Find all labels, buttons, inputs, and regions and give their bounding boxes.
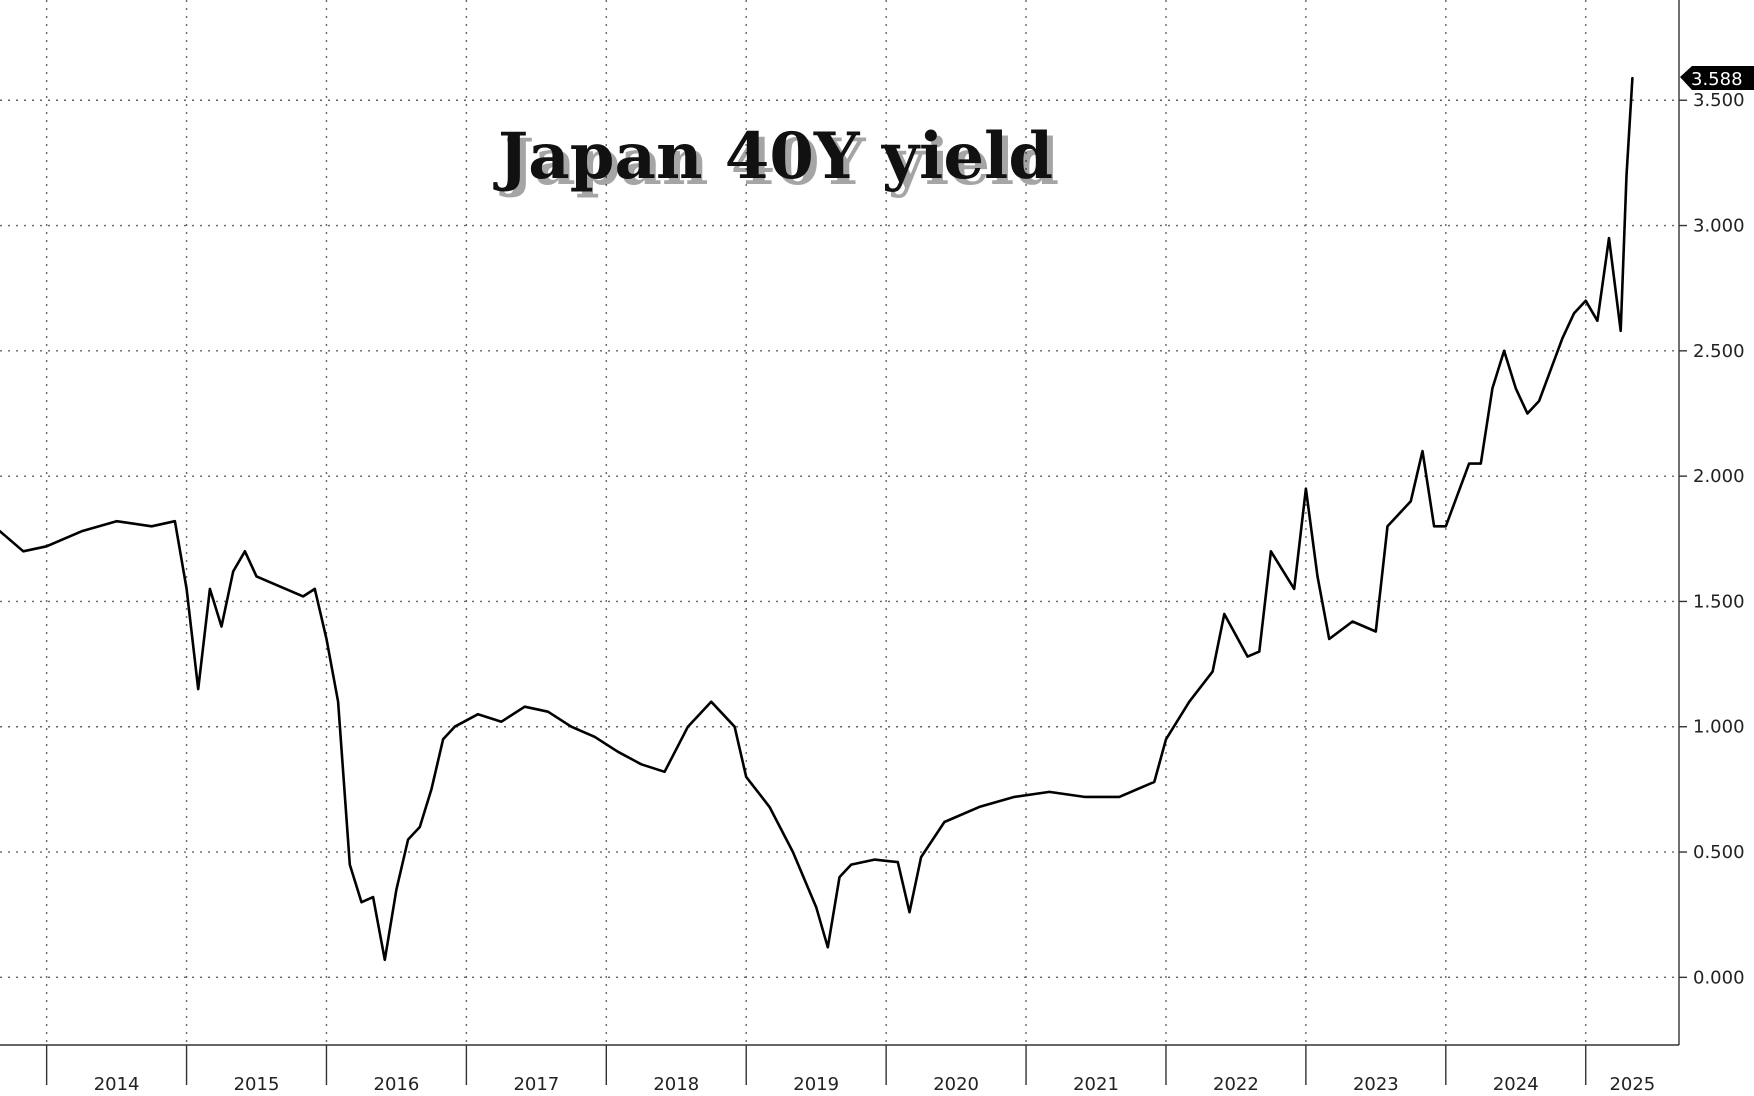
- x-tick-label: 2018: [653, 1074, 699, 1095]
- chart-title-group: Japan 40Y yield Japan 40Y yield: [493, 119, 1059, 200]
- y-tick-label: 2.000: [1693, 466, 1745, 487]
- series-line-0: [0, 76, 1634, 962]
- x-tick-label: 2014: [94, 1074, 140, 1095]
- last-value-badge: [1680, 66, 1754, 90]
- x-tick-label: 2017: [513, 1074, 559, 1095]
- x-tick-label: 2016: [374, 1074, 420, 1095]
- x-tick-label: 2024: [1493, 1074, 1539, 1095]
- x-tick-label: 2020: [933, 1074, 979, 1095]
- chart-title-shadow: Japan 40Y yield: [499, 125, 1059, 200]
- x-axis: 2014 2015 2016 2017 2018 2019 2020 2021 2022 2023…: [45, 1045, 1655, 1095]
- last-value-marker: 3.588: [1680, 66, 1754, 90]
- x-tick-label: 2015: [234, 1074, 280, 1095]
- x-tick-label: 2021: [1073, 1074, 1119, 1095]
- y-axis: 0.000 0.500 1.000 1.500 2.000 2.500 3.000 3.500: [1679, 90, 1745, 988]
- x-tick-label: 2023: [1353, 1074, 1399, 1095]
- x-tick-label: 2022: [1213, 1074, 1259, 1095]
- y-tick-label: 0.500: [1693, 842, 1745, 863]
- x-tick-label: 2019: [793, 1074, 839, 1095]
- y-tick-label: 1.500: [1693, 591, 1745, 612]
- last-value-label: 3.588: [1691, 69, 1743, 90]
- x-tick-label: 2025: [1609, 1074, 1655, 1095]
- y-tick-label: 3.000: [1693, 216, 1745, 237]
- y-tick-label: 3.500: [1693, 90, 1745, 111]
- y-tick-label: 0.000: [1693, 967, 1745, 988]
- series-layer: [0, 76, 1634, 962]
- y-tick-label: 1.000: [1693, 717, 1745, 738]
- y-tick-label: 2.500: [1693, 341, 1745, 362]
- chart-title: Japan 40Y yield: [493, 119, 1053, 194]
